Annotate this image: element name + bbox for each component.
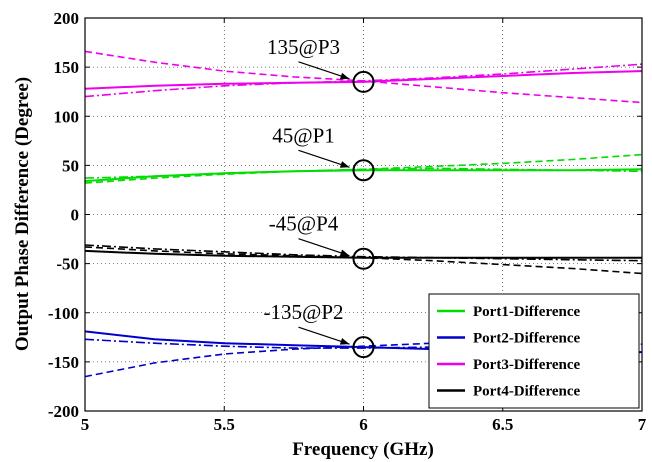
- y-tick-label: -100: [48, 304, 79, 323]
- series-line-4-dashdot: [84, 244, 643, 262]
- x-tick-label: 5.5: [214, 415, 235, 434]
- annotation-arrowhead: [339, 161, 350, 168]
- legend-label: Port3-Difference: [473, 357, 581, 373]
- y-tick-label: 100: [54, 107, 80, 126]
- y-tick-label: -200: [48, 402, 79, 421]
- legend-box: [428, 293, 640, 409]
- y-tick-label: 150: [54, 58, 80, 77]
- legend-label: Port1-Difference: [473, 304, 581, 320]
- series-line-3-solid: [84, 70, 643, 90]
- y-tick-label: -150: [48, 353, 79, 372]
- y-tick-label: 200: [54, 9, 80, 28]
- annotation-label: 45@P1: [272, 123, 335, 147]
- x-tick-label: 6: [359, 415, 368, 434]
- series-line-4-dashed: [84, 246, 643, 275]
- legend-label: Port4-Difference: [473, 384, 581, 400]
- series-line-1-dashdot: [84, 167, 643, 179]
- y-tick-label: 50: [62, 156, 79, 175]
- axis-ticks: 5 5.5 6 6.5 7 -200 -150 -100 -50 0 50 100 150 200: [48, 9, 647, 434]
- y-tick-label: -50: [56, 255, 79, 274]
- y-tick-label: 0: [71, 206, 80, 225]
- annotation-arrowhead: [339, 72, 350, 80]
- annotation-marker: [352, 336, 375, 359]
- annotation-marker: [352, 70, 375, 93]
- annotation-arrowhead: [339, 337, 350, 345]
- x-tick-label: 7: [638, 415, 647, 434]
- annotation-label: 135@P3: [267, 35, 340, 59]
- annotation-marker: [352, 159, 375, 182]
- x-tick-label: 5: [81, 415, 90, 434]
- annotation-label: -135@P2: [263, 300, 343, 324]
- annotations: 135@P3 45@P1 -45@P4 -135@P2: [263, 35, 375, 359]
- annotation-arrowhead: [339, 249, 350, 257]
- legend: Port1-Difference Port2-Difference Port3-Di…: [428, 293, 640, 409]
- x-axis-title: Frequency (GHz): [292, 439, 434, 460]
- annotation-label: -45@P4: [269, 212, 339, 236]
- legend-label: Port2-Difference: [473, 331, 581, 347]
- y-axis-title: Output Phase Difference (Degree): [12, 77, 33, 351]
- annotation-marker: [352, 247, 375, 270]
- x-tick-label: 6.5: [492, 415, 513, 434]
- series-line-3-dashdot: [84, 63, 643, 98]
